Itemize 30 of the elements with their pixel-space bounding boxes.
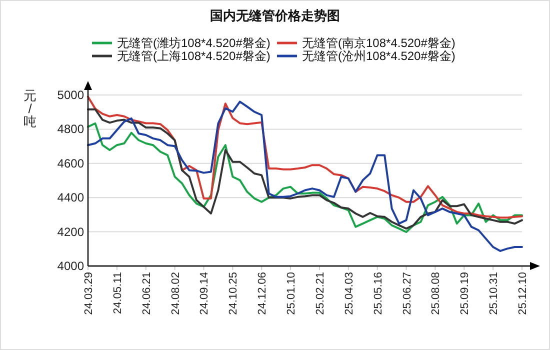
chart-title: 国内无缝管价格走势图 bbox=[210, 8, 340, 23]
y-axis-title: 元/吨 bbox=[24, 88, 36, 129]
legend-label: 无缝管(南京108*4.520#磐金) bbox=[302, 36, 456, 50]
x-tick-label: 25.01.10 bbox=[286, 272, 298, 315]
legend-label: 无缝管(沧州108*4.520#磐金) bbox=[302, 49, 456, 63]
legend-label: 无缝管(上海108*4.520#磐金) bbox=[117, 49, 270, 63]
y-tick-label: 4400 bbox=[57, 190, 84, 205]
x-tick-label: 24.06.21 bbox=[140, 272, 153, 315]
y-tick-label: 4200 bbox=[57, 224, 84, 239]
y-tick-label: 5000 bbox=[57, 88, 84, 102]
y-tick-label: 4600 bbox=[57, 156, 84, 170]
y-tick-label: 4000 bbox=[57, 259, 84, 273]
x-tick-label: 25.08.08 bbox=[430, 272, 442, 315]
x-tick-label: 24.08.02 bbox=[170, 272, 182, 315]
x-tick-label: 25.04.03 bbox=[343, 272, 356, 315]
x-tick-label: 25.05.16 bbox=[372, 272, 384, 315]
line-series bbox=[87, 100, 523, 252]
x-tick-label: 24.10.25 bbox=[228, 272, 240, 315]
x-tick-label: 25.02.21 bbox=[314, 272, 326, 315]
line-series bbox=[87, 96, 523, 219]
x-tick-label: 25.12.10 bbox=[517, 272, 529, 315]
x-tick-label: 24.12.06 bbox=[256, 272, 269, 315]
x-tick-label: 24.03.29 bbox=[83, 272, 95, 315]
legend-label: 无缝管(潍坊108*4.520#磐金) bbox=[117, 36, 270, 50]
x-tick-label: 24.09.14 bbox=[198, 272, 211, 315]
x-tick-label: 25.10.31 bbox=[488, 272, 500, 315]
x-tick-label: 24.05.11 bbox=[112, 272, 124, 314]
x-tick-label: 25.06.27 bbox=[401, 272, 414, 315]
x-tick-label: 25.09.19 bbox=[459, 272, 472, 315]
y-tick-label: 4800 bbox=[57, 122, 84, 136]
